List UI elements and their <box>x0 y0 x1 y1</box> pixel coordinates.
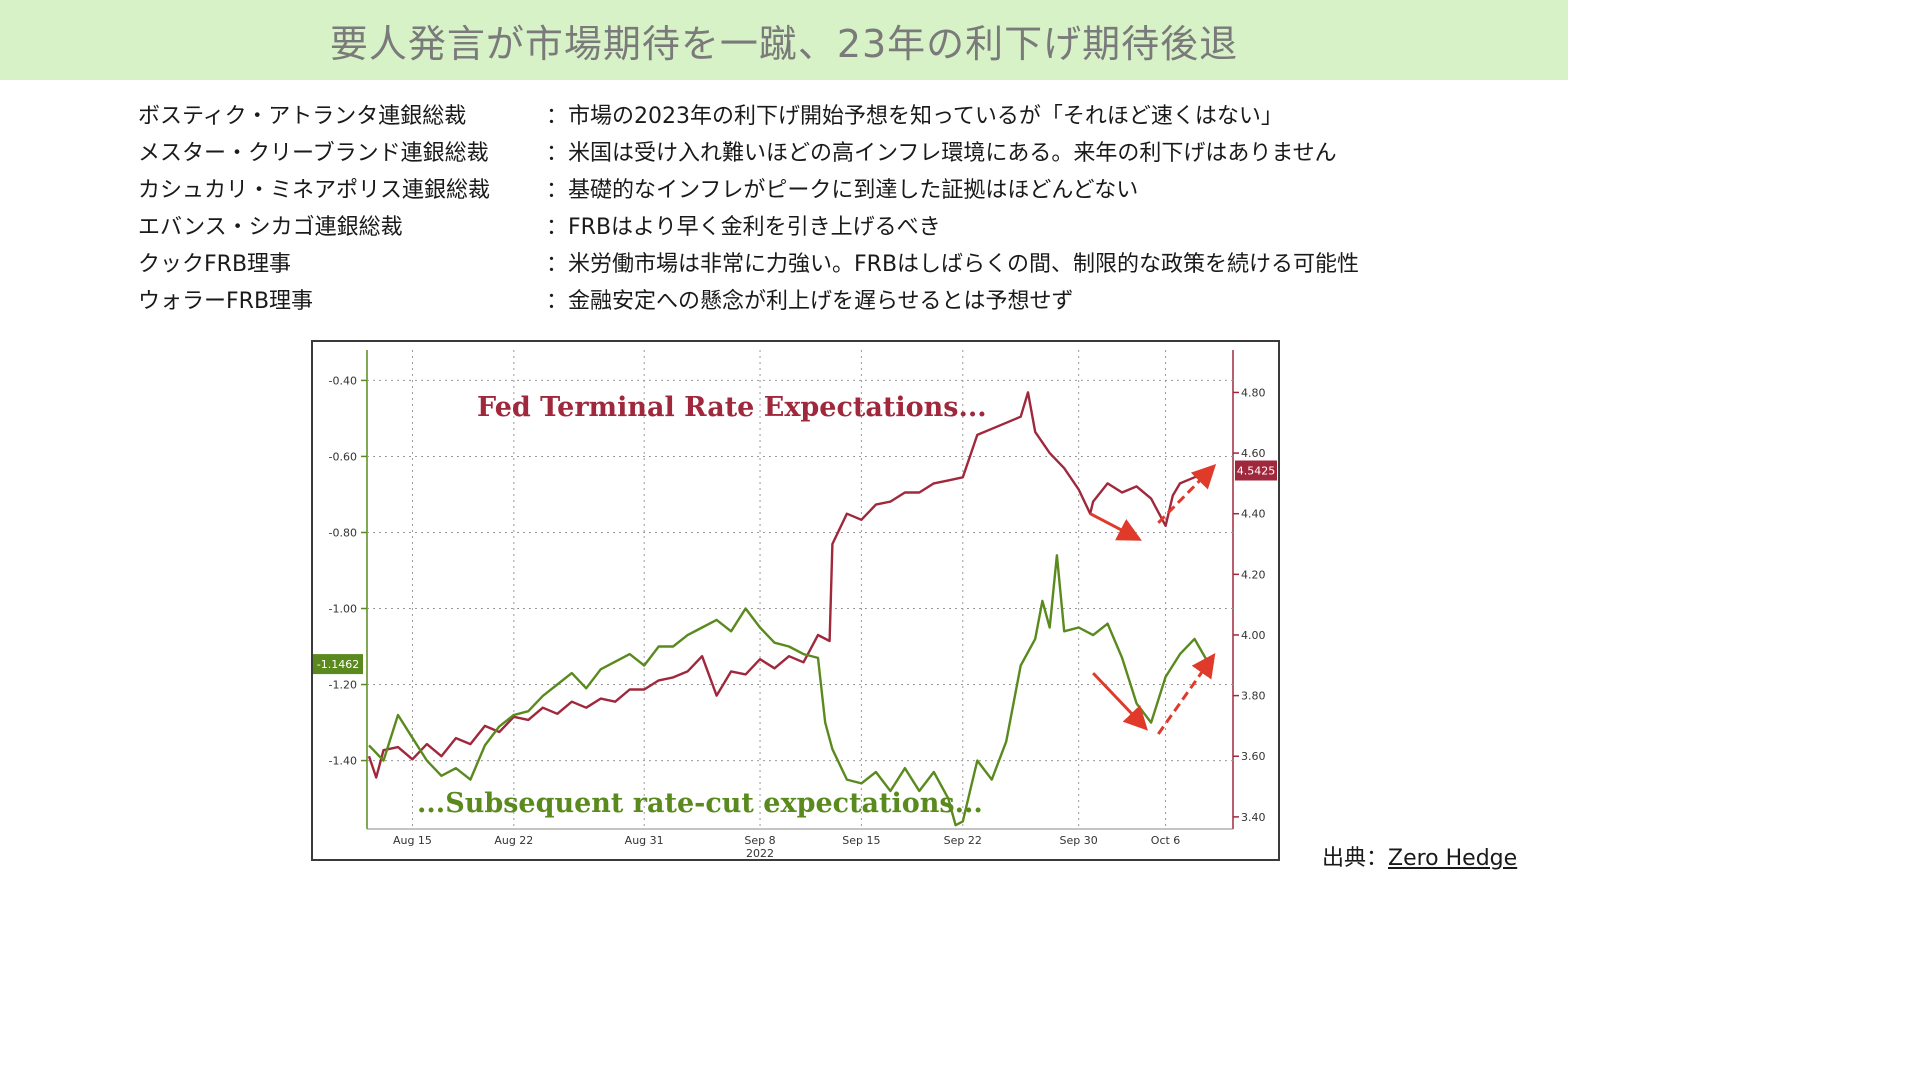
right-tick-label: 4.40 <box>1241 508 1266 521</box>
x-tick-label: Aug 22 <box>494 834 533 847</box>
x-tick-label: Oct 6 <box>1151 834 1181 847</box>
quote-speaker: メスター・クリーブランド連銀総裁 <box>138 141 489 166</box>
dashed-trend-arrow <box>1157 463 1217 524</box>
right-tick-label: 4.80 <box>1241 386 1266 399</box>
right-tick-label: 4.00 <box>1241 629 1266 642</box>
quote-text: ：米労働市場は非常に力強い。FRBはしばらくの間、制限的な政策を続ける可能性 <box>546 252 1360 277</box>
x-tick-label: Sep 30 <box>1060 834 1098 847</box>
right-last-value-label: 4.5425 <box>1237 465 1276 478</box>
dashed-trend-arrow <box>1157 653 1216 735</box>
quote-text: ：基礎的なインフレがピークに到達した証拠はほどんどない <box>546 178 1139 203</box>
source-credit: 出典：Zero Hedge <box>1322 840 1517 872</box>
left-tick-label: -1.00 <box>329 603 357 616</box>
quote-speaker: ウォラーFRB理事 <box>138 289 314 314</box>
fed-rate-chart: -0.40 -0.60 -0.80 -1.00 -1.20 -1.40 4.80 4.60 4.… <box>313 350 1277 859</box>
page-title: 要人発言が市場期待を一蹴、23年の利下げ期待後退 <box>329 21 1239 66</box>
rate-cut-annotation: ...Subsequent rate-cut expectations... <box>417 788 983 819</box>
right-tick-label: 3.40 <box>1241 811 1266 824</box>
x-tick-label: Sep 22 <box>944 834 982 847</box>
source-link[interactable]: Zero Hedge <box>1388 846 1518 871</box>
chart-frame: -0.40 -0.60 -0.80 -1.00 -1.20 -1.40 4.80 4.60 4.… <box>311 340 1280 861</box>
left-last-value-badge <box>313 654 363 675</box>
quote-speaker: エバンス・シカゴ連銀総裁 <box>138 215 403 240</box>
terminal-rate-annotation: Fed Terminal Rate Expectations... <box>477 392 987 423</box>
quote-text: ：米国は受け入れ難いほどの高インフレ環境にある。来年の利下げはありません <box>546 141 1337 166</box>
left-tick-label: -0.80 <box>329 526 357 539</box>
left-tick-label: -0.40 <box>329 374 357 387</box>
left-tick-label: -1.20 <box>329 679 357 692</box>
x-tick-label: Sep 8 <box>744 834 775 847</box>
quote-speaker: クックFRB理事 <box>138 252 292 277</box>
title-banner: 要人発言が市場期待を一蹴、23年の利下げ期待後退 <box>0 0 1568 80</box>
rate-cut-line <box>368 554 1211 827</box>
left-last-value-label: -1.1462 <box>317 658 359 671</box>
x-year-label: 2022 <box>746 847 774 859</box>
quote-speaker: ボスティク・アトランタ連銀総裁 <box>138 104 467 129</box>
trend-arrow <box>1089 512 1142 541</box>
x-tick-label: Aug 31 <box>625 834 664 847</box>
right-tick-label: 3.60 <box>1241 750 1266 763</box>
left-tick-label: -0.60 <box>329 450 357 463</box>
quote-text: ：金融安定への懸念が利上げを遅らせるとは予想せず <box>546 289 1074 314</box>
quote-text: ：FRBはより早く金利を引き上げるべき <box>546 215 941 240</box>
right-tick-label: 4.60 <box>1241 447 1266 460</box>
right-tick-label: 3.80 <box>1241 690 1266 703</box>
source-label: 出典： <box>1322 846 1389 871</box>
quote-speaker: カシュカリ・ミネアポリス連銀総裁 <box>138 178 491 203</box>
left-tick-label: -1.40 <box>329 755 357 768</box>
trend-arrow <box>1092 672 1148 731</box>
right-last-value-badge <box>1235 460 1277 481</box>
terminal-rate-line <box>367 391 1210 779</box>
x-tick-label: Sep 15 <box>842 834 880 847</box>
x-tick-label: Aug 15 <box>393 834 432 847</box>
right-tick-label: 4.20 <box>1241 568 1266 581</box>
quote-text: ：市場の2023年の利下げ開始予想を知っているが「それほど速くはない」 <box>546 104 1283 129</box>
